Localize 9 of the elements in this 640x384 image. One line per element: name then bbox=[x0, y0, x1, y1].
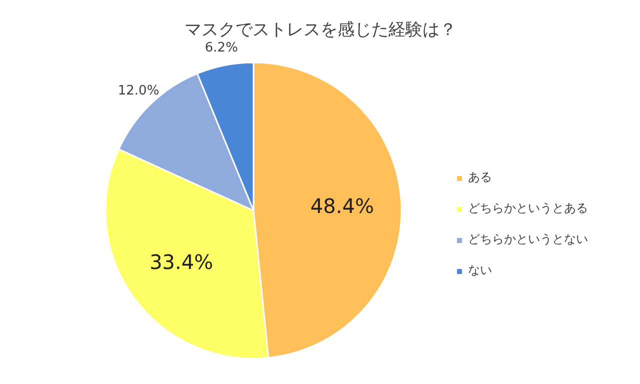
data-label: 6.2% bbox=[204, 40, 238, 56]
chart-title: マスクでストレスを感じた経験は？ bbox=[184, 20, 456, 40]
legend-label: どちらかというとある bbox=[468, 200, 588, 217]
legend-label: どちらかというとない bbox=[468, 231, 588, 248]
data-label: 33.4% bbox=[150, 250, 214, 274]
legend-label: ある bbox=[468, 169, 492, 186]
legend-label: ない bbox=[468, 262, 492, 279]
data-label: 12.0% bbox=[118, 84, 160, 99]
data-label: 48.4% bbox=[310, 194, 374, 218]
